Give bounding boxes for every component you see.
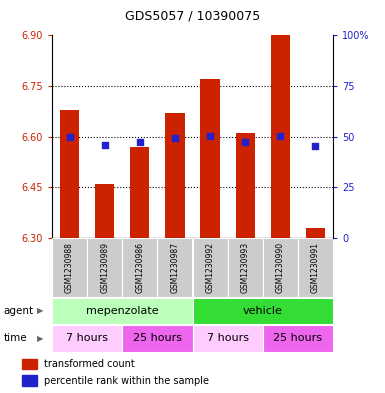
Bar (192, 325, 263, 352)
Text: GSM1230988: GSM1230988 (65, 242, 74, 293)
Text: GDS5057 / 10390075: GDS5057 / 10390075 (125, 10, 260, 23)
Text: GSM1230987: GSM1230987 (171, 242, 179, 293)
Text: GSM1230991: GSM1230991 (311, 242, 320, 293)
Text: time: time (4, 333, 27, 343)
Text: transformed count: transformed count (44, 359, 134, 369)
Bar (236, 133, 255, 238)
Bar (263, 325, 333, 352)
Text: mepenzolate: mepenzolate (86, 306, 159, 316)
Bar (201, 79, 220, 238)
Text: GSM1230986: GSM1230986 (135, 242, 144, 293)
Text: percentile rank within the sample: percentile rank within the sample (44, 376, 209, 386)
Text: ▶: ▶ (37, 307, 43, 315)
Bar (95, 184, 114, 238)
Point (67, 134, 73, 140)
Text: vehicle: vehicle (243, 306, 283, 316)
Text: 7 hours: 7 hours (66, 333, 108, 343)
Bar (306, 228, 325, 238)
Text: 7 hours: 7 hours (207, 333, 249, 343)
Text: GSM1230993: GSM1230993 (241, 242, 250, 293)
Bar (122, 325, 192, 352)
Bar (192, 238, 228, 297)
Text: ▶: ▶ (37, 334, 43, 343)
Point (172, 134, 178, 141)
Text: GSM1230989: GSM1230989 (100, 242, 109, 293)
Text: 25 hours: 25 hours (273, 333, 322, 343)
Bar (87, 238, 122, 297)
Bar (157, 238, 192, 297)
Point (312, 143, 318, 149)
Bar (298, 238, 333, 297)
Bar (52, 238, 87, 297)
Bar (165, 113, 184, 238)
Text: 25 hours: 25 hours (133, 333, 182, 343)
Bar (122, 238, 157, 297)
Text: GSM1230992: GSM1230992 (206, 242, 214, 293)
Text: agent: agent (4, 306, 34, 316)
Bar (22, 375, 37, 386)
Point (207, 132, 213, 139)
Bar (130, 147, 149, 238)
Bar (271, 35, 290, 238)
Point (242, 138, 248, 145)
Point (137, 138, 143, 145)
Bar (52, 325, 122, 352)
Bar (52, 298, 192, 324)
Text: GSM1230990: GSM1230990 (276, 242, 285, 293)
Bar (60, 110, 79, 238)
Bar (263, 238, 298, 297)
Bar (228, 238, 263, 297)
Point (102, 142, 108, 148)
Bar (22, 359, 37, 369)
Point (277, 132, 283, 139)
Bar (192, 298, 333, 324)
